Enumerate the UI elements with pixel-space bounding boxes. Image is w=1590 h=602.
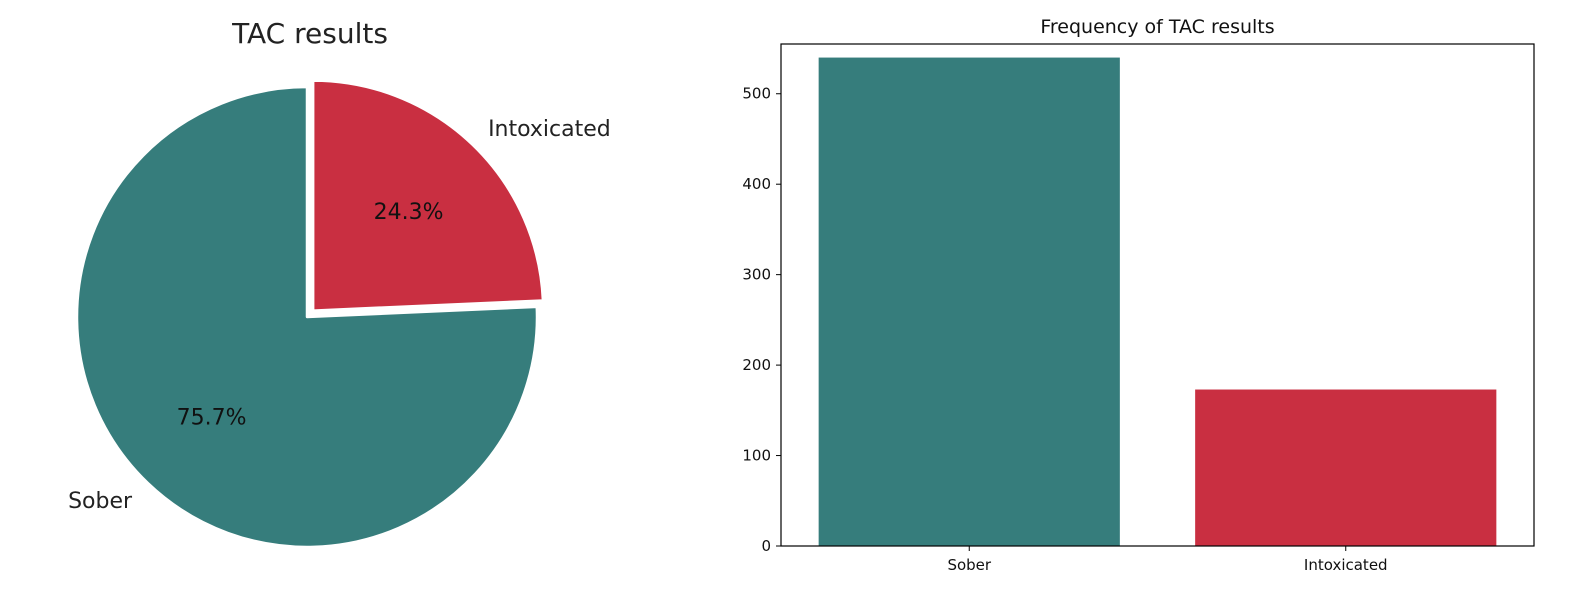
bar-chart-frame (780, 43, 1535, 547)
pie-chart: TAC results 75.7% Sober 24.3% Intoxicated (68, 17, 611, 549)
x-tick-label-sober: Sober (947, 556, 991, 574)
y-tick-label: 0 (761, 537, 771, 555)
y-tick-label: 100 (742, 447, 771, 465)
bar-sober (818, 57, 1120, 546)
pie-slice-intoxicated (311, 79, 545, 312)
pie-slices (75, 79, 545, 549)
y-tick-label: 500 (742, 85, 771, 103)
bar-y-axis: 0 100 200 300 400 500 (742, 85, 781, 555)
bar-bars (818, 57, 1497, 546)
pie-chart-title: TAC results (231, 17, 388, 50)
bar-chart-title: Frequency of TAC results (1040, 16, 1274, 38)
bar-intoxicated (1195, 389, 1497, 546)
y-tick-label: 300 (742, 266, 771, 284)
bar-x-axis: Sober Intoxicated (947, 546, 1388, 574)
pie-labels: 75.7% Sober 24.3% Intoxicated (68, 117, 611, 514)
x-tick-label-intoxicated: Intoxicated (1304, 556, 1388, 574)
bar-chart: Frequency of TAC results 0 100 200 300 400 50… (742, 16, 1535, 574)
pie-category-label-sober: Sober (68, 489, 133, 514)
y-tick-label: 400 (742, 175, 771, 193)
pie-slice-sober (75, 85, 539, 549)
pie-percent-label-sober: 75.7% (177, 406, 247, 431)
y-tick-label: 200 (742, 356, 771, 374)
pie-percent-label-intoxicated: 24.3% (374, 200, 444, 225)
pie-category-label-intoxicated: Intoxicated (488, 117, 611, 142)
